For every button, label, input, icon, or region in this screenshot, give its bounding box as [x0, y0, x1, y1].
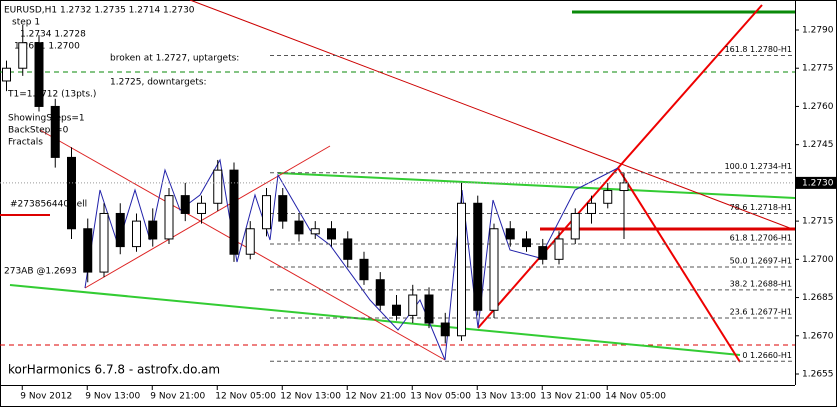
candle-body — [132, 220, 141, 248]
x-tick-label: 13 Nov 21:00 — [540, 392, 601, 402]
annotation: step 1 — [12, 18, 40, 28]
annotation: 1.2725, downtargets: — [110, 78, 207, 88]
current-price-label: 1.2730 — [802, 178, 834, 188]
x-tick-label: 13 Nov 05:00 — [410, 392, 471, 402]
fib-label: 0 1.2660-H1 — [742, 351, 792, 360]
x-tick-label: 13 Nov 13:00 — [475, 392, 536, 402]
candle-body — [245, 228, 255, 255]
candle-body — [392, 304, 401, 316]
fib-label: 61.8 1.2706-H1 — [730, 234, 792, 243]
candle-body — [619, 182, 629, 192]
y-tick-label: 1.2685 — [802, 293, 834, 303]
red-arrow — [617, 167, 741, 363]
candle-body — [99, 212, 109, 273]
x-tick-label: 14 Nov 05:00 — [605, 392, 666, 402]
candle-body — [424, 294, 434, 324]
candle-body — [310, 228, 320, 235]
candle-body — [50, 105, 60, 158]
x-tick-label: 9 Nov 21:00 — [150, 392, 205, 402]
candle-body — [294, 220, 304, 235]
candle-body — [67, 156, 76, 230]
annotation: T1=1.2712 (13pts.) — [7, 90, 96, 100]
candle-body — [473, 202, 483, 311]
annotation: #273856440 sell — [10, 200, 87, 210]
annotation: korHarmonics 6.7.8 - astrofx.do.am — [8, 363, 220, 377]
fib-label: 161.8 1.2780-H1 — [725, 45, 792, 54]
candle-body — [115, 212, 125, 248]
red-channel — [84, 145, 331, 289]
annotation: BackSteps=0 — [8, 126, 69, 136]
candle-body — [327, 228, 336, 240]
red-arrow — [477, 167, 619, 329]
y-tick-label: 1.2775 — [802, 64, 834, 74]
candle-body — [229, 169, 239, 255]
candle-body — [34, 42, 44, 107]
fib-label: 100.0 1.2734-H1 — [725, 162, 792, 171]
y-tick-label: 1.2715 — [802, 217, 834, 227]
candle-body — [2, 67, 11, 82]
candle-body — [375, 279, 385, 306]
red-arrow — [617, 4, 763, 169]
candle-body — [505, 228, 515, 240]
annotation: 1.2734 1.2728 — [20, 30, 86, 40]
annotation: 273AB @1.2693 — [4, 267, 77, 277]
y-tick-label: 1.2790 — [802, 26, 834, 36]
candle-body — [489, 228, 499, 311]
current-price-box — [796, 176, 836, 189]
x-tick-label: 12 Nov 05:00 — [215, 392, 276, 402]
candle-body — [148, 220, 158, 240]
candle-body — [197, 202, 206, 214]
candle-body — [587, 202, 596, 214]
candle-body — [554, 238, 564, 260]
candle-body — [83, 228, 93, 273]
red-channel — [39, 129, 446, 361]
x-tick-label: 12 Nov 13:00 — [280, 392, 341, 402]
red-trend — [189, 0, 796, 231]
candle-body — [278, 195, 288, 222]
candle-body — [164, 195, 174, 240]
candle-body — [262, 195, 271, 230]
annotation: Fractals — [8, 138, 43, 148]
candle-body — [570, 212, 580, 240]
annotation: 1.2671 1.2700 — [14, 42, 80, 52]
annotation: broken at 1.2727, uptargets: — [110, 54, 239, 64]
chart-title: EURUSD,H1 1.2732 1.2735 1.2714 1.2730 — [4, 6, 195, 16]
y-tick-label: 1.2670 — [802, 331, 834, 341]
candle-body — [522, 238, 531, 248]
candle-body — [359, 258, 369, 281]
x-tick-label: 9 Nov 2012 — [20, 392, 72, 402]
y-tick-label: 1.2760 — [802, 102, 834, 112]
candle-body — [18, 42, 28, 69]
fib-label: 23.6 1.2677-H1 — [730, 307, 792, 316]
fib-label: 50.0 1.2697-H1 — [730, 256, 792, 265]
annotation: ShowingSteps=1 — [8, 114, 85, 124]
candle-body — [213, 169, 223, 204]
x-tick-label: 9 Nov 13:00 — [85, 392, 140, 402]
green-trend — [277, 172, 796, 199]
candle-body — [343, 238, 353, 260]
fib-label: 38.2 1.2688-H1 — [730, 279, 792, 288]
candle-body — [180, 195, 190, 214]
candle-body — [440, 322, 450, 337]
fib-label: 78.6 1.2718-H1 — [730, 203, 792, 212]
x-tick-label: 12 Nov 21:00 — [345, 392, 406, 402]
y-tick-label: 1.2745 — [802, 140, 834, 150]
candle-body — [538, 246, 548, 260]
candle-body — [457, 202, 466, 337]
y-tick-label: 1.2655 — [802, 370, 834, 380]
candle-body — [603, 190, 613, 204]
candle-body — [408, 294, 418, 316]
y-tick-label: 1.2700 — [802, 255, 834, 265]
overlay — [0, 0, 796, 363]
